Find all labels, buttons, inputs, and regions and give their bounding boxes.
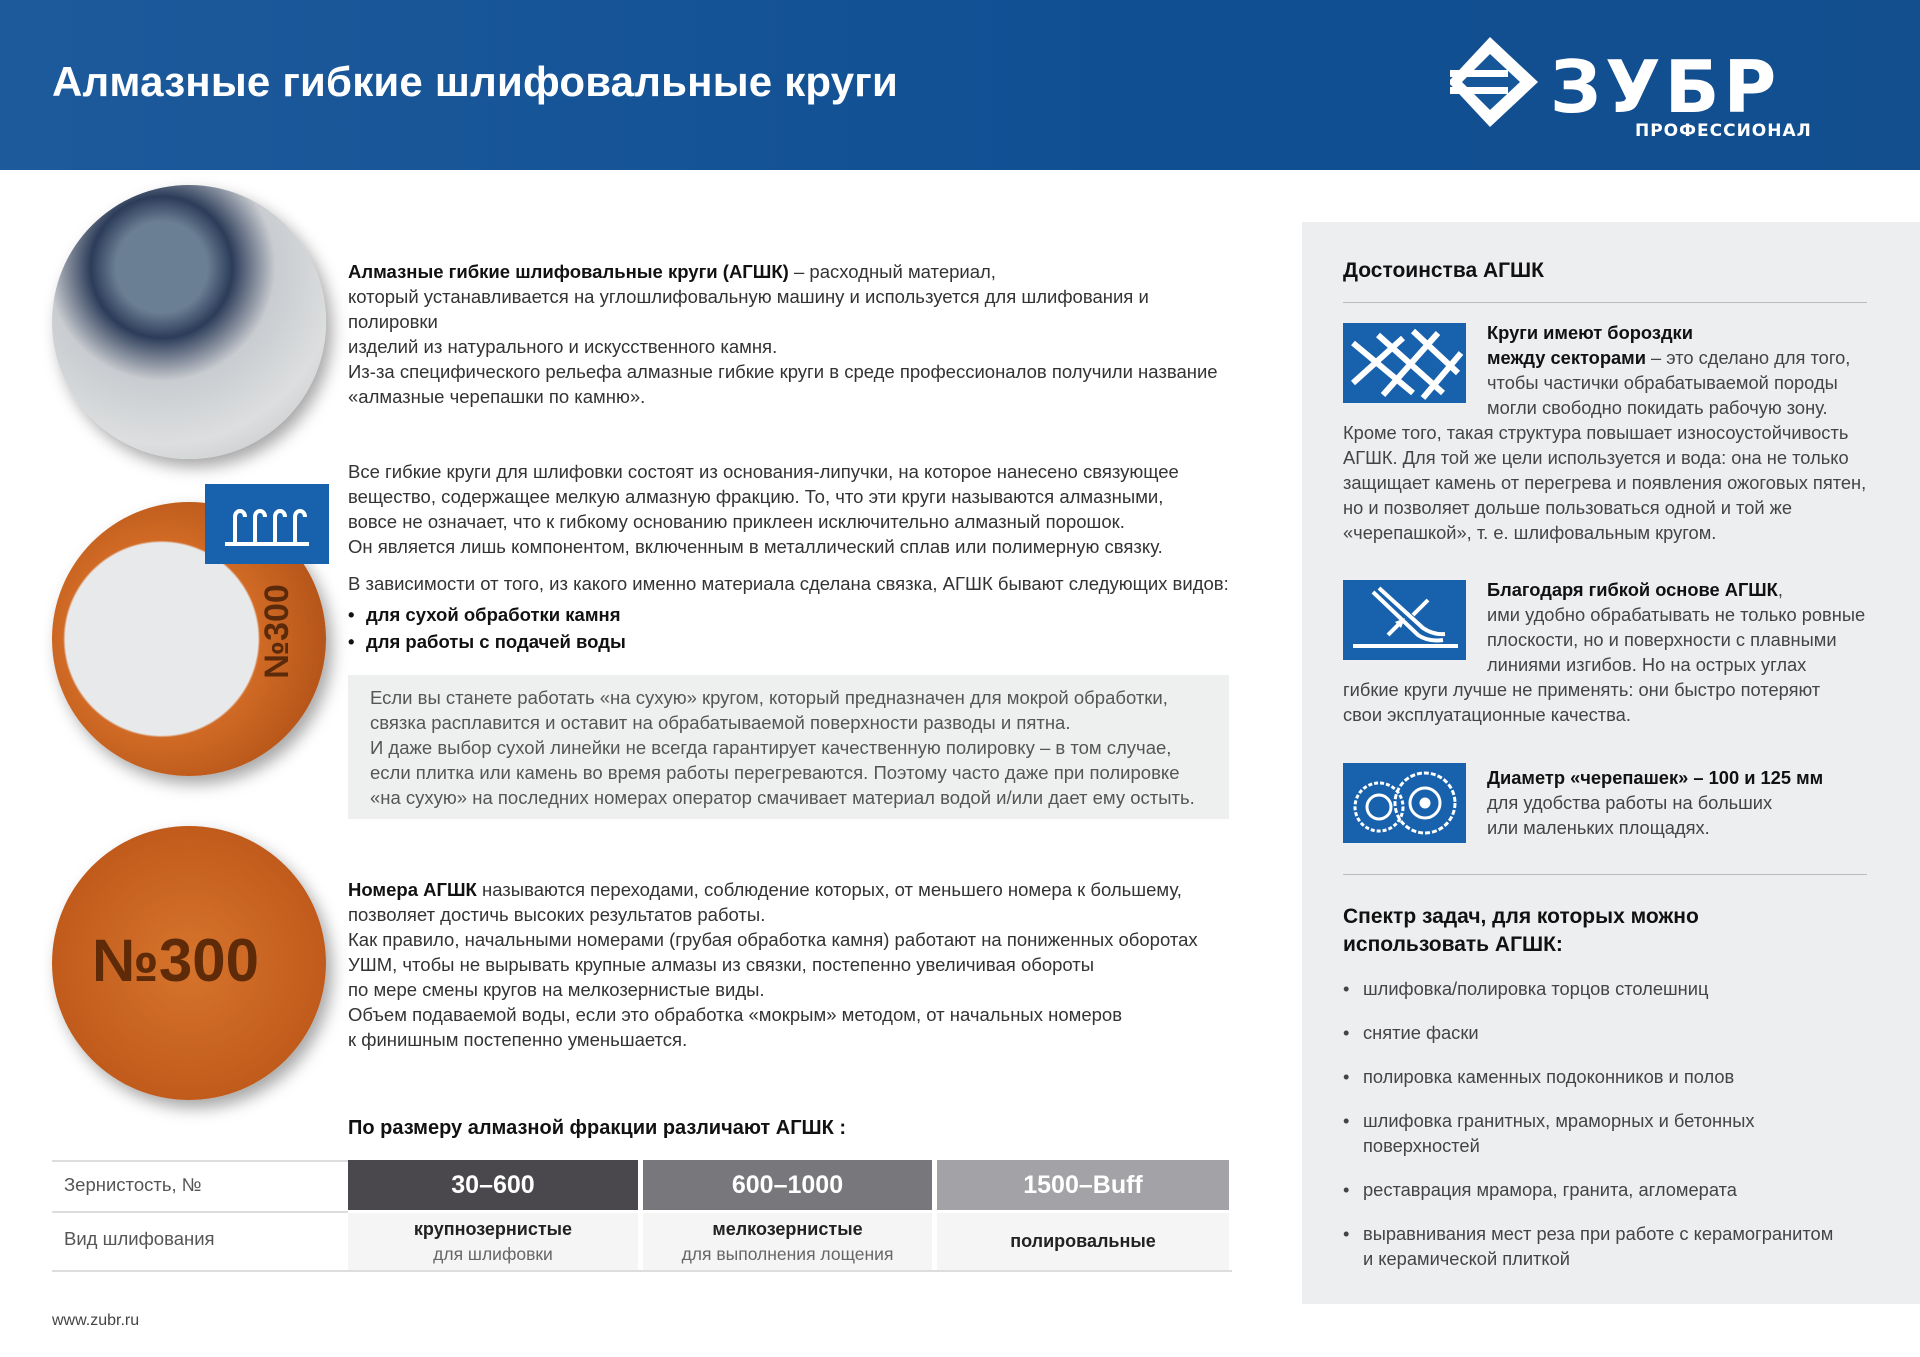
type-cell: мелкозернистые для выполнения лощения	[643, 1213, 932, 1270]
divider	[1343, 302, 1867, 303]
advantage-flexible: Благодаря гибкой основе АГШК, ими удобно …	[1343, 579, 1866, 725]
type-cell: крупнозернистые для шлифовки	[348, 1213, 638, 1270]
table-heading: По размеру алмазной фракции различают АГ…	[348, 1117, 847, 1139]
divider	[1343, 874, 1867, 875]
disc-front-photo: №300	[52, 826, 326, 1100]
structure-paragraph: Все гибкие круги для шлифовки состоят из…	[348, 461, 1179, 557]
list-item: снятие фаски	[1343, 1020, 1863, 1045]
list-item: шлифовка/полировка торцов столешниц	[1343, 976, 1863, 1001]
advantages-heading: Достоинства АГШК	[1343, 259, 1544, 282]
grinder-photo	[52, 185, 326, 459]
list-item: для сухой обработки камня	[348, 601, 626, 628]
numbers-paragraph: Номера АГШК называются переходами, соблю…	[348, 879, 1198, 1050]
page-title: Алмазные гибкие шлифовальные круги	[52, 58, 899, 105]
list-item: шлифовка гранитных, мраморных и бетонных…	[1343, 1108, 1863, 1158]
website-link[interactable]: www.zubr.ru	[52, 1312, 140, 1329]
list-item: выравнивания мест реза при работе с кера…	[1343, 1221, 1863, 1271]
velcro-icon	[205, 484, 329, 564]
flexible-base-icon	[1343, 580, 1466, 660]
list-item: реставрация мрамора, гранита, агломерата	[1343, 1177, 1863, 1202]
advantage-grooves: Круги имеют бороздки между секторами – эт…	[1343, 322, 1867, 543]
zubr-logo: ЗУБР ПРОФЕССИОНАЛ	[1450, 37, 1812, 140]
intro-paragraph: Алмазные гибкие шлифовальные круги (АГШК…	[348, 261, 1218, 407]
disc-label: №300	[257, 584, 296, 679]
tasks-list: шлифовка/полировка торцов столешниц снят…	[1343, 976, 1863, 1290]
list-item: полировка каменных подоконников и полов	[1343, 1064, 1863, 1089]
two-discs-icon	[1343, 763, 1466, 843]
types-list: для сухой обработки камня для работы с п…	[348, 601, 626, 655]
tasks-heading: Спектр задач, для которых можно использов…	[1343, 905, 1699, 956]
grit-cell: 600–1000	[643, 1160, 932, 1210]
list-item: для работы с подачей воды	[348, 628, 626, 655]
svg-text:ПРОФЕССИОНАЛ: ПРОФЕССИОНАЛ	[1635, 121, 1812, 140]
grit-cell: 30–600	[348, 1160, 638, 1210]
type-cell: полировальные	[937, 1213, 1229, 1270]
row-label: Вид шлифования	[64, 1228, 215, 1249]
disc-label: №300	[92, 927, 259, 994]
row-label: Зернистость, №	[64, 1174, 202, 1195]
types-intro: В зависимости от того, из какого именно …	[348, 573, 1229, 594]
svg-text:ЗУБР: ЗУБР	[1550, 45, 1780, 129]
note-box: Если вы станете работать «на сухую» круг…	[348, 675, 1229, 819]
header-banner	[0, 0, 1920, 170]
grit-cell: 1500–Buff	[937, 1160, 1229, 1210]
grid-grooves-icon	[1343, 323, 1466, 403]
advantage-diameter: Диаметр «черепашек» – 100 и 125 мм для уд…	[1487, 767, 1824, 838]
